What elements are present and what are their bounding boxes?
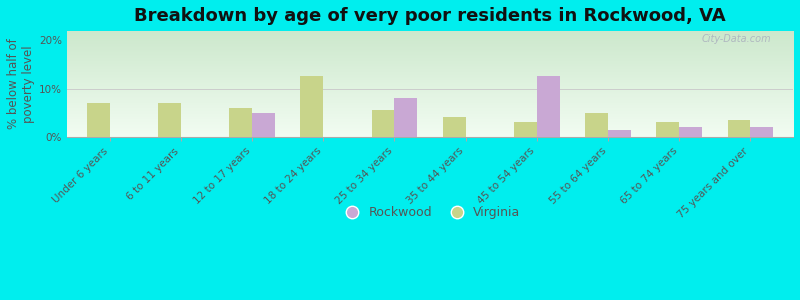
Bar: [727, 120, 750, 137]
Bar: [372, 110, 394, 137]
Bar: [252, 112, 275, 137]
Bar: [537, 76, 559, 137]
Bar: [301, 76, 323, 137]
Legend: Rockwood, Virginia: Rockwood, Virginia: [334, 201, 526, 224]
Bar: [679, 127, 702, 137]
Bar: [750, 127, 773, 137]
Bar: [585, 112, 608, 137]
Bar: [230, 108, 252, 137]
Bar: [514, 122, 537, 137]
Title: Breakdown by age of very poor residents in Rockwood, VA: Breakdown by age of very poor residents …: [134, 7, 726, 25]
Bar: [443, 118, 466, 137]
Text: City-Data.com: City-Data.com: [702, 34, 771, 44]
Bar: [656, 122, 679, 137]
Bar: [608, 130, 630, 137]
Bar: [87, 103, 110, 137]
Bar: [394, 98, 418, 137]
Y-axis label: % below half of
poverty level: % below half of poverty level: [7, 38, 35, 129]
Bar: [158, 103, 181, 137]
